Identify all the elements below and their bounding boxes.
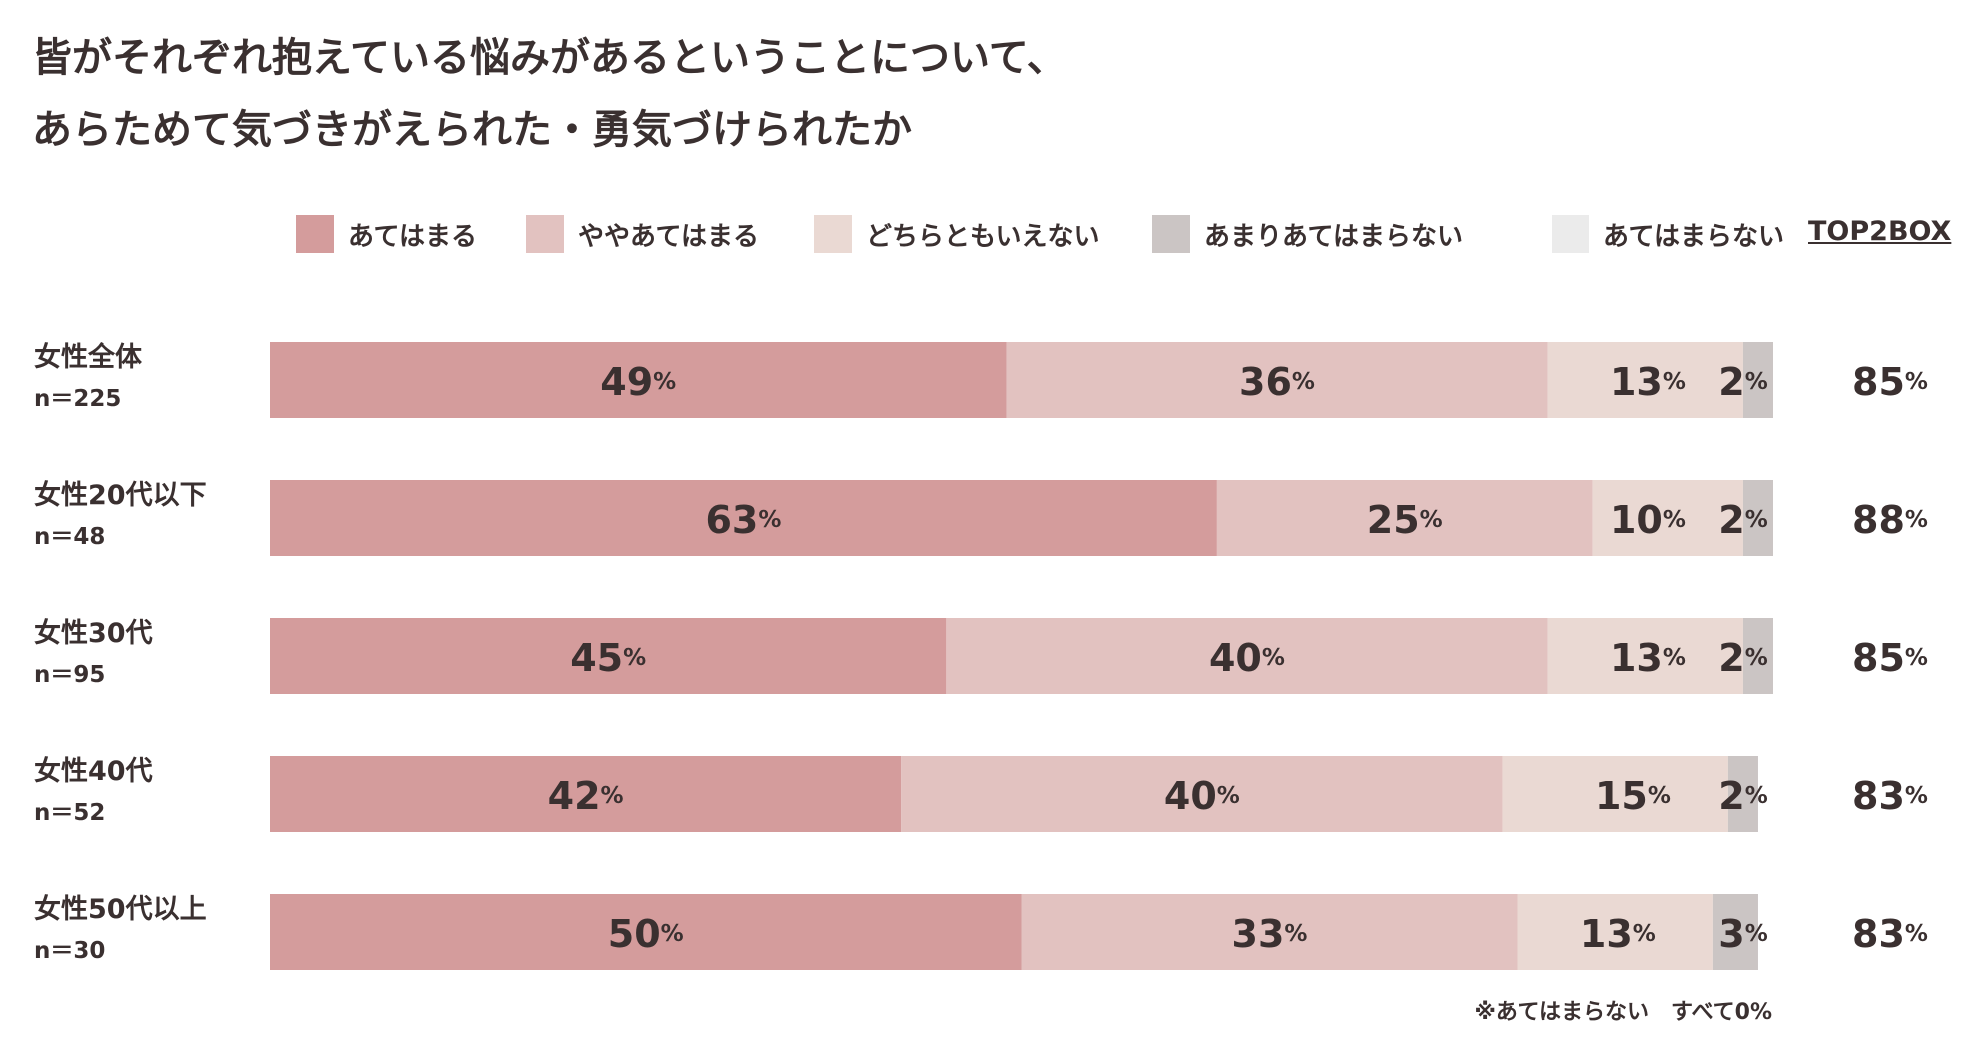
bar-segment — [270, 342, 1007, 418]
data-label: 3% — [1718, 912, 1768, 956]
top2box-value: 85% — [1852, 360, 1928, 404]
data-label: 50% — [608, 912, 684, 956]
bar-segment — [1712, 894, 1758, 970]
top2box-value: 85% — [1852, 636, 1928, 680]
data-label: 63% — [705, 498, 781, 542]
data-label: 13% — [1610, 360, 1686, 404]
sample-size-label: n＝95 — [34, 662, 105, 688]
data-label: 2% — [1718, 774, 1768, 818]
bar-segment — [1006, 342, 1548, 418]
stacked-bar-chart: 女性全体 n＝225 49% 36% 13% 2% 85% 女性20代以下 n＝48 63% 25%… — [34, 341, 1928, 970]
bar-segment — [1547, 342, 1743, 418]
data-label: 42% — [548, 774, 624, 818]
top2box-header: TOP2BOX — [1808, 216, 1952, 247]
bar-segment — [1502, 756, 1728, 832]
bar-segment — [270, 894, 1022, 970]
legend-item: あまりあてはまらない — [1152, 215, 1552, 253]
bar-segment — [1216, 480, 1593, 556]
category-label: 女性全体 — [34, 341, 143, 373]
legend-item: あてはまる — [296, 215, 526, 253]
legend-label: あてはまる — [348, 221, 477, 252]
bar-segment — [901, 756, 1503, 832]
legend-label: あてはまらない — [1603, 221, 1784, 252]
bar-segment — [1742, 618, 1773, 694]
data-label: 2% — [1718, 498, 1768, 542]
bar-segment — [1742, 480, 1773, 556]
bar-segment — [1727, 756, 1758, 832]
legend-item: どちらともいえない — [814, 215, 1152, 253]
legend-swatch — [296, 215, 334, 253]
bar-segment — [270, 756, 902, 832]
data-label: 15% — [1595, 774, 1671, 818]
bar-segment — [946, 618, 1548, 694]
sample-size-label: n＝30 — [34, 938, 105, 964]
legend-item: あてはまらない — [1552, 215, 1784, 253]
category-label: 女性40代 — [34, 755, 153, 787]
bar-segment — [1742, 342, 1773, 418]
legend-label: あまりあてはまらない — [1204, 221, 1463, 252]
data-label: 49% — [600, 360, 676, 404]
chart-title: 皆がそれぞれ抱えている悩みがあるということについて、 あらためて気づきがえられた… — [32, 22, 1067, 166]
bar-segment — [270, 618, 947, 694]
title-line-2: あらためて気づきがえられた・勇気づけられたか — [32, 107, 912, 153]
top2box-value: 83% — [1852, 774, 1928, 818]
legend-item: ややあてはまる — [526, 215, 814, 253]
footnote: ※あてはまらない すべて0% — [1474, 1000, 1772, 1025]
legend-swatch — [814, 215, 852, 253]
sample-size-label: n＝225 — [34, 386, 121, 412]
bar-segment — [1517, 894, 1713, 970]
data-label: 13% — [1580, 912, 1656, 956]
bar-segment — [1592, 480, 1743, 556]
data-label: 2% — [1718, 360, 1768, 404]
data-label: 25% — [1367, 498, 1443, 542]
bar-segment — [270, 480, 1217, 556]
data-label: 45% — [570, 636, 646, 680]
bar-segment — [1021, 894, 1518, 970]
data-label: 40% — [1209, 636, 1285, 680]
category-label: 女性20代以下 — [34, 479, 207, 511]
data-label: 10% — [1610, 498, 1686, 542]
top2box-value: 88% — [1852, 498, 1928, 542]
legend-label: どちらともいえない — [866, 221, 1100, 252]
legend: あてはまる ややあてはまる どちらともいえない あまりあてはまらない あてはまらない — [296, 212, 1784, 256]
sample-size-label: n＝48 — [34, 524, 105, 550]
data-label: 2% — [1718, 636, 1768, 680]
legend-swatch — [526, 215, 564, 253]
top2box-value: 83% — [1852, 912, 1928, 956]
data-label: 40% — [1164, 774, 1240, 818]
category-label: 女性50代以上 — [34, 893, 207, 925]
category-label: 女性30代 — [34, 617, 153, 649]
data-label: 33% — [1232, 912, 1308, 956]
sample-size-label: n＝52 — [34, 800, 105, 826]
bar-segment — [1547, 618, 1743, 694]
legend-swatch — [1552, 215, 1590, 253]
title-line-1: 皆がそれぞれ抱えている悩みがあるということについて、 — [32, 35, 1067, 81]
legend-swatch — [1152, 215, 1190, 253]
legend-label: ややあてはまる — [578, 221, 759, 252]
data-label: 13% — [1610, 636, 1686, 680]
data-label: 36% — [1239, 360, 1315, 404]
